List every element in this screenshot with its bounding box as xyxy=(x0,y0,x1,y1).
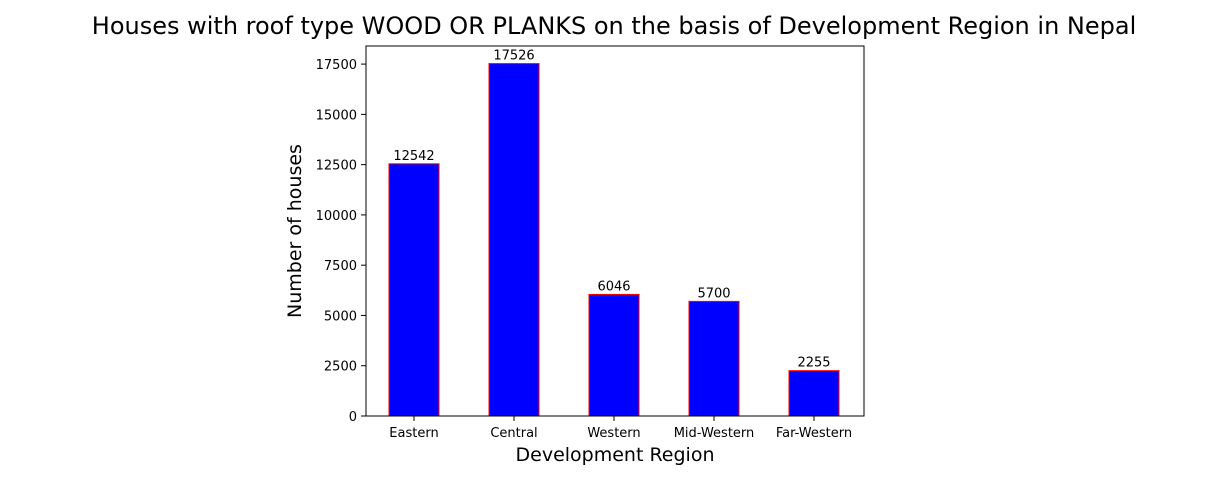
bar-far-western xyxy=(788,370,840,417)
y-tick-label: 15000 xyxy=(316,108,357,123)
y-axis-label: Number of houses xyxy=(284,144,306,318)
x-tick-label: Central xyxy=(490,426,537,441)
bar-eastern xyxy=(388,163,440,417)
data-labels-layer: 12542 17526 6046 5700 2255 xyxy=(393,49,830,371)
x-tick-label: Far-Western xyxy=(776,426,852,441)
bar-mid-western xyxy=(688,300,740,417)
data-label: 17526 xyxy=(493,49,534,64)
x-tick-label: Mid-Western xyxy=(674,426,755,441)
bar-western xyxy=(588,293,640,417)
y-tick-label: 17500 xyxy=(316,58,357,73)
data-label: 12542 xyxy=(393,149,434,164)
y-tick-label: 2500 xyxy=(324,360,357,375)
x-tick-label: Eastern xyxy=(389,426,438,441)
chart-title: Houses with roof type WOOD OR PLANKS on … xyxy=(92,12,1136,40)
ticks-layer: Eastern Central Western Mid-Western Far-West… xyxy=(316,58,852,441)
y-tick-label: 10000 xyxy=(316,209,357,224)
data-label: 6046 xyxy=(597,279,630,294)
x-tick-label: Western xyxy=(587,426,640,441)
y-tick-label: 5000 xyxy=(324,309,357,324)
x-axis-label: Development Region xyxy=(516,444,715,466)
bars-layer xyxy=(388,63,840,417)
plot-area-frame xyxy=(365,45,865,417)
data-label: 2255 xyxy=(797,356,830,371)
data-label: 5700 xyxy=(697,286,730,301)
y-tick-label: 12500 xyxy=(316,159,357,174)
y-tick-label: 0 xyxy=(349,410,357,425)
y-tick-label: 7500 xyxy=(324,259,357,274)
bar-central xyxy=(488,63,540,417)
